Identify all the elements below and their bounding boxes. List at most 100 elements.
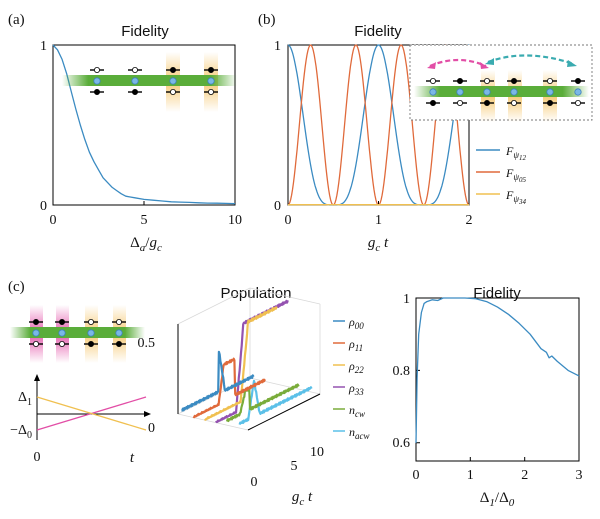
panel-b-atom-3 bbox=[507, 78, 521, 107]
panel-a-fidelity-line bbox=[52, 44, 236, 205]
panel-a-atom-0 bbox=[90, 67, 104, 96]
panel-a-atom-3 bbox=[204, 67, 218, 96]
panel-c-fidelity-plot: Fidelity 0.6 0.8 1 0 1 2 3 Δ1/Δ0 bbox=[393, 285, 583, 509]
panel-a-inset-schematic bbox=[62, 52, 237, 112]
fidelity-c-xtick-3: 3 bbox=[576, 468, 583, 483]
panel-c-atom-0 bbox=[29, 318, 43, 347]
panel-b-atom-1 bbox=[453, 78, 467, 107]
population-legend-label-5: nacw bbox=[349, 425, 370, 441]
fidelity-c-xlabel: Δ1/Δ0 bbox=[480, 490, 515, 509]
population-legend-label-1: ρ11 bbox=[348, 337, 363, 353]
sweep-time-arrowhead bbox=[144, 411, 151, 417]
panel-b-legend-label-0: Fψ12 bbox=[505, 144, 526, 162]
panel-b-xtick-2: 2 bbox=[466, 213, 473, 228]
panel-c-label: (c) bbox=[8, 279, 25, 295]
population-series-line-2 bbox=[203, 306, 278, 421]
panel-c-atom-3 bbox=[112, 318, 126, 347]
panel-b-teal-arrow bbox=[487, 54, 575, 66]
population-title: Population bbox=[221, 285, 292, 302]
population-legend: ρ00 ρ11 ρ22 ρ33 ncw nacw bbox=[333, 315, 370, 441]
panel-a-atom-1 bbox=[128, 67, 142, 96]
panel-b-ytick-0: 0 bbox=[274, 199, 281, 214]
panel-c-atom-2 bbox=[84, 318, 98, 347]
panel-a-xlabel: Δa/gc bbox=[130, 235, 162, 254]
panel-b-ticks bbox=[287, 44, 470, 206]
sweep-yellow-line bbox=[36, 396, 147, 431]
sweep-vertical-arrowhead bbox=[34, 374, 40, 381]
panel-a-ytick-0: 0 bbox=[40, 199, 47, 214]
panel-b-title: Fidelity bbox=[354, 23, 402, 40]
panel-c-sweep-diagram: Δ1 −Δ0 0 t bbox=[10, 374, 151, 466]
panel-a-title: Fidelity bbox=[121, 23, 169, 40]
panel-b-xtick-0: 0 bbox=[285, 213, 292, 228]
panel-b-legend: Fψ12 Fψ05 Fψ34 bbox=[476, 144, 526, 206]
sweep-neg-delta0-label: −Δ0 bbox=[10, 423, 32, 441]
panel-a-atom-2 bbox=[166, 67, 180, 96]
population-ttick-2: 10 bbox=[310, 445, 324, 460]
panel-c-atom-1 bbox=[55, 318, 69, 347]
fidelity-c-ytick-1: 0.8 bbox=[393, 364, 411, 379]
fidelity-c-ytick-0: 0.6 bbox=[393, 436, 411, 451]
population-xlabel: gc t bbox=[292, 489, 313, 508]
fidelity-c-line bbox=[415, 297, 580, 443]
fidelity-c-frame bbox=[415, 297, 580, 462]
panel-a-waveguide bbox=[62, 75, 237, 86]
population-box-edge-1 bbox=[177, 413, 249, 431]
panel-b-atom-0 bbox=[426, 78, 440, 107]
panel-a-xtick-2: 10 bbox=[228, 213, 242, 228]
fidelity-c-series-group bbox=[415, 297, 580, 443]
panel-b-magenta-arrowhead-r bbox=[480, 62, 489, 69]
panel-a-label: (a) bbox=[8, 12, 25, 28]
panel-a-series-group bbox=[52, 44, 236, 205]
population-legend-label-2: ρ22 bbox=[348, 359, 364, 375]
panel-b-atom-5 bbox=[571, 78, 585, 107]
population-legend-label-0: ρ00 bbox=[348, 315, 364, 331]
panel-b-atom-4 bbox=[543, 78, 557, 107]
population-ztick-1: 0.5 bbox=[138, 336, 156, 351]
panel-a-ytick-1: 1 bbox=[40, 39, 47, 54]
panel-c-schematic bbox=[10, 305, 145, 363]
panel-b-atom-2 bbox=[480, 78, 494, 107]
fidelity-c-xtick-2: 2 bbox=[521, 468, 528, 483]
panel-c-waveguide bbox=[10, 327, 145, 338]
fidelity-c-xtick-1: 1 bbox=[467, 468, 474, 483]
panel-c-population-plot: Population 0.5 0 0 5 10 gc t bbox=[138, 285, 325, 508]
panel-b-inset-schematic bbox=[409, 44, 593, 122]
population-box-edge-8 bbox=[249, 287, 321, 305]
panel-a-xtick-0: 0 bbox=[50, 213, 57, 228]
population-legend-label-4: ncw bbox=[349, 403, 365, 419]
sweep-delta1-label: Δ1 bbox=[18, 390, 32, 408]
panel-b-magenta-arrowhead-l bbox=[427, 62, 436, 69]
panel-b-waveguide bbox=[414, 86, 589, 97]
population-ttick-0: 0 bbox=[251, 475, 258, 490]
population-series-group bbox=[181, 299, 313, 425]
population-ttick-1: 5 bbox=[291, 459, 298, 474]
fidelity-c-ytick-2: 1 bbox=[403, 292, 410, 307]
population-series-line-4 bbox=[225, 383, 300, 423]
fidelity-c-ticks bbox=[415, 297, 580, 461]
panel-b-legend-label-2: Fψ34 bbox=[505, 188, 526, 206]
panel-b-xlabel: gc t bbox=[368, 235, 389, 254]
panel-b: (b) Fidelity 1 0 0 1 2 gc t Fψ12 Fψ05 Fψ34 bbox=[258, 12, 593, 254]
panel-b-label: (b) bbox=[258, 12, 276, 28]
population-legend-label-3: ρ33 bbox=[348, 381, 364, 397]
panel-b-ytick-1: 1 bbox=[274, 39, 281, 54]
panel-b-xtick-1: 1 bbox=[375, 213, 382, 228]
panel-b-legend-label-1: Fψ05 bbox=[505, 166, 526, 184]
panel-c: (c) Δ1 −Δ0 0 t Population bbox=[8, 279, 583, 509]
panel-a: (a) Fidelity 1 0 0 5 10 Δa/gc bbox=[8, 12, 242, 254]
sweep-zero-label: 0 bbox=[34, 450, 41, 465]
panel-b-teal-arrowhead-r bbox=[567, 60, 577, 67]
panel-b-inset-frame bbox=[409, 44, 593, 121]
population-series-line-0 bbox=[181, 350, 255, 412]
panel-b-teal-arrowhead-l bbox=[485, 58, 494, 65]
population-box-edge-6 bbox=[177, 287, 251, 325]
panel-b-series-line-0 bbox=[287, 44, 470, 206]
fidelity-c-xtick-0: 0 bbox=[413, 468, 420, 483]
population-series-line-5 bbox=[238, 379, 313, 425]
population-ztick-0: 0 bbox=[148, 421, 155, 436]
panel-a-xtick-1: 5 bbox=[141, 213, 148, 228]
sweep-t-label: t bbox=[130, 450, 135, 466]
population-series-line-1 bbox=[192, 357, 266, 419]
